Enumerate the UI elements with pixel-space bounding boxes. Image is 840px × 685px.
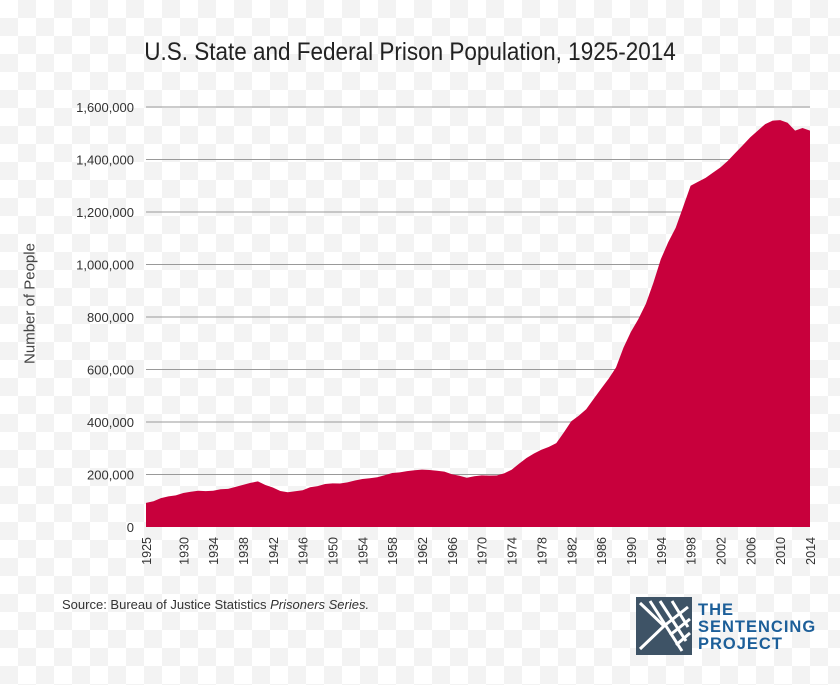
- source-italic: Prisoners Series.: [270, 597, 370, 612]
- x-tick-label: 2010: [774, 537, 788, 565]
- x-tick-label: 1930: [177, 537, 191, 565]
- x-tick-label: 1958: [386, 537, 400, 565]
- chart-title: U.S. State and Federal Prison Population…: [144, 38, 676, 66]
- logo-line: SENTENCING: [698, 618, 817, 636]
- logo-line: PROJECT: [698, 635, 783, 653]
- x-tick-label: 1994: [655, 537, 669, 565]
- logo-text: THE SENTENCING PROJECT: [698, 602, 816, 653]
- x-tick-label: 1946: [297, 537, 311, 565]
- x-tick-label: 1986: [595, 537, 609, 565]
- x-tick-label: 1950: [327, 537, 341, 565]
- x-tick-label: 1962: [416, 537, 430, 565]
- x-tick-label: 1934: [207, 537, 221, 565]
- y-tick-label: 800,000: [87, 310, 134, 325]
- source-text: Source: Bureau of Justice Statistics: [62, 597, 271, 612]
- x-tick-label: 1925: [140, 537, 154, 565]
- y-tick-label: 1,600,000: [76, 100, 134, 115]
- logo-mark-icon: [636, 597, 692, 655]
- area-series: [146, 120, 810, 527]
- y-tick-label: 1,400,000: [76, 153, 134, 168]
- x-tick-label: 1966: [446, 537, 460, 565]
- x-tick-label: 1938: [237, 537, 251, 565]
- x-tick-label: 1974: [506, 537, 520, 565]
- x-tick-label: 1954: [356, 537, 370, 565]
- logo-line: THE: [698, 601, 734, 619]
- x-tick-label: 1942: [267, 537, 281, 565]
- x-tick-label: 1970: [476, 537, 490, 565]
- y-tick-label: 0: [127, 520, 134, 535]
- y-tick-label: 1,000,000: [76, 258, 134, 273]
- x-tick-label: 2002: [714, 537, 728, 565]
- x-tick-label: 1990: [625, 537, 639, 565]
- x-tick-label: 2014: [804, 537, 818, 565]
- sentencing-project-logo: THE SENTENCING PROJECT: [636, 597, 815, 657]
- source-note: Source: Bureau of Justice Statistics Pri…: [62, 597, 369, 612]
- x-tick-label: 1982: [565, 537, 579, 565]
- x-tick-label: 2006: [744, 537, 758, 565]
- y-tick-label: 1,200,000: [76, 205, 134, 220]
- x-tick-label: 1978: [535, 537, 549, 565]
- x-tick-label: 1998: [685, 537, 699, 565]
- y-tick-label: 400,000: [87, 415, 134, 430]
- y-tick-label: 600,000: [87, 363, 134, 378]
- y-tick-label: 200,000: [87, 468, 134, 483]
